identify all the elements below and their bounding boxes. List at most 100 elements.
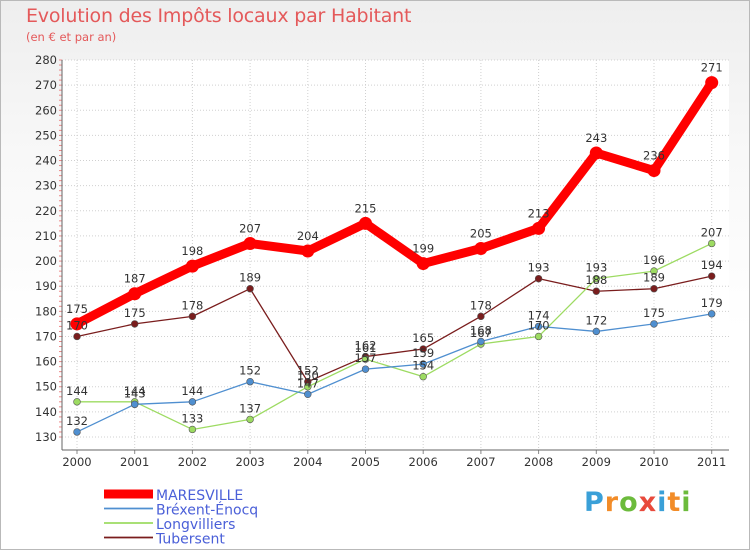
series-point-0 <box>359 216 372 230</box>
y-tick-label: 240 <box>35 154 57 168</box>
series-point-2 <box>534 332 543 341</box>
legend-label-2: Longvilliers <box>156 517 235 533</box>
data-label: 152 <box>239 364 261 378</box>
series-point-1 <box>534 322 543 331</box>
data-label: 159 <box>412 346 434 360</box>
y-tick-label: 230 <box>35 179 57 193</box>
data-label: 194 <box>701 258 723 272</box>
data-label: 205 <box>470 227 492 241</box>
y-tick-label: 280 <box>35 53 57 67</box>
data-label: 170 <box>528 318 550 332</box>
y-tick-label: 140 <box>35 405 57 419</box>
series-line-2 <box>76 242 713 431</box>
brand-letter: o <box>619 487 639 518</box>
series-point-2 <box>73 398 81 406</box>
data-label: 154 <box>412 359 434 373</box>
data-label: 179 <box>701 296 723 310</box>
chart-axes: 130 140 150 160 170 180 190 200 210 220 230 240 250 2… <box>35 53 729 469</box>
data-label: 196 <box>643 253 665 267</box>
data-label: 147 <box>297 376 319 390</box>
data-label: 144 <box>66 384 88 398</box>
x-tick-label: 2007 <box>466 455 495 469</box>
plot-area <box>62 60 729 450</box>
x-tick-label: 2001 <box>120 455 149 469</box>
brand-letter: i <box>657 487 668 518</box>
series-point-1 <box>304 390 312 398</box>
series-point-2 <box>592 274 600 283</box>
y-tick-label: 210 <box>35 229 57 243</box>
data-label: 175 <box>124 306 146 320</box>
y-tick-label: 170 <box>35 329 57 343</box>
brand-letter: t <box>667 487 682 518</box>
series-point-2 <box>304 383 312 391</box>
data-label: 165 <box>412 331 434 345</box>
series-point-1 <box>592 327 600 336</box>
data-label: 198 <box>181 244 203 258</box>
x-tick-label: 2008 <box>524 455 553 469</box>
data-label: 144 <box>181 384 203 398</box>
y-tick-label: 260 <box>35 103 57 117</box>
series-point-0 <box>647 164 661 178</box>
data-label: 175 <box>643 306 665 320</box>
legend-label-3: Tubersent <box>155 532 225 548</box>
data-label: 207 <box>239 221 261 235</box>
y-tick-label: 130 <box>35 430 57 444</box>
data-label: 215 <box>355 201 377 215</box>
series-point-3 <box>419 345 427 353</box>
data-label: 188 <box>585 273 607 287</box>
legend-label-1: Bréxent-Énocq <box>156 502 258 519</box>
data-label: 189 <box>239 271 261 285</box>
data-label: 162 <box>355 339 377 353</box>
series-point-1 <box>361 365 370 373</box>
series-point-0 <box>243 236 257 250</box>
x-tick-label: 2004 <box>293 455 322 469</box>
chart-subtitle: (en € et par an) <box>26 30 117 44</box>
series-point-1 <box>131 400 139 409</box>
series-point-0 <box>185 259 199 273</box>
x-tick-label: 2002 <box>178 455 207 469</box>
data-label: 161 <box>355 341 377 355</box>
data-label: 213 <box>528 206 550 220</box>
series-point-2 <box>246 415 254 424</box>
x-tick-label: 2006 <box>409 455 438 469</box>
series-point-1 <box>477 337 485 346</box>
series-point-3 <box>477 312 485 321</box>
data-label: 168 <box>470 323 492 337</box>
x-tick-label: 2005 <box>351 455 380 469</box>
data-label: 199 <box>412 242 434 256</box>
data-labels: 175 187 198 207 204 215 199 205 213 243 236 271 132 1… <box>66 61 723 428</box>
series-point-1 <box>188 398 197 406</box>
brand-logo: Proxiti <box>584 487 692 518</box>
data-label: 178 <box>181 298 203 312</box>
y-tick-label: 150 <box>35 380 57 394</box>
data-label: 152 <box>297 364 319 378</box>
series-point-1 <box>419 360 427 368</box>
data-label: 193 <box>528 261 550 275</box>
data-label: 189 <box>643 271 665 285</box>
series-line-1 <box>76 313 713 433</box>
brand-letter: r <box>604 487 620 518</box>
data-label: 207 <box>701 225 723 239</box>
brand-letter: P <box>584 487 605 518</box>
y-tick-label: 250 <box>35 128 57 142</box>
y-tick-label: 190 <box>35 279 57 293</box>
grid-lines <box>62 59 729 450</box>
data-label: 236 <box>643 149 665 163</box>
series-point-0 <box>128 287 142 301</box>
series-point-1 <box>246 378 254 386</box>
series-point-0 <box>70 317 84 331</box>
data-label: 204 <box>297 229 319 243</box>
series-point-0 <box>474 242 488 255</box>
data-label: 167 <box>470 326 492 340</box>
x-tick-label: 2010 <box>639 455 668 469</box>
series-point-0 <box>589 146 603 160</box>
y-tick-label: 200 <box>35 254 57 268</box>
series-point-0 <box>301 244 315 258</box>
brand-letter: i <box>681 487 692 518</box>
series-point-0 <box>705 76 719 90</box>
series-point-1 <box>707 310 716 318</box>
data-label: 271 <box>701 61 723 75</box>
data-label: 193 <box>585 261 607 275</box>
series-point-0 <box>416 257 430 271</box>
data-label: 144 <box>124 384 146 398</box>
